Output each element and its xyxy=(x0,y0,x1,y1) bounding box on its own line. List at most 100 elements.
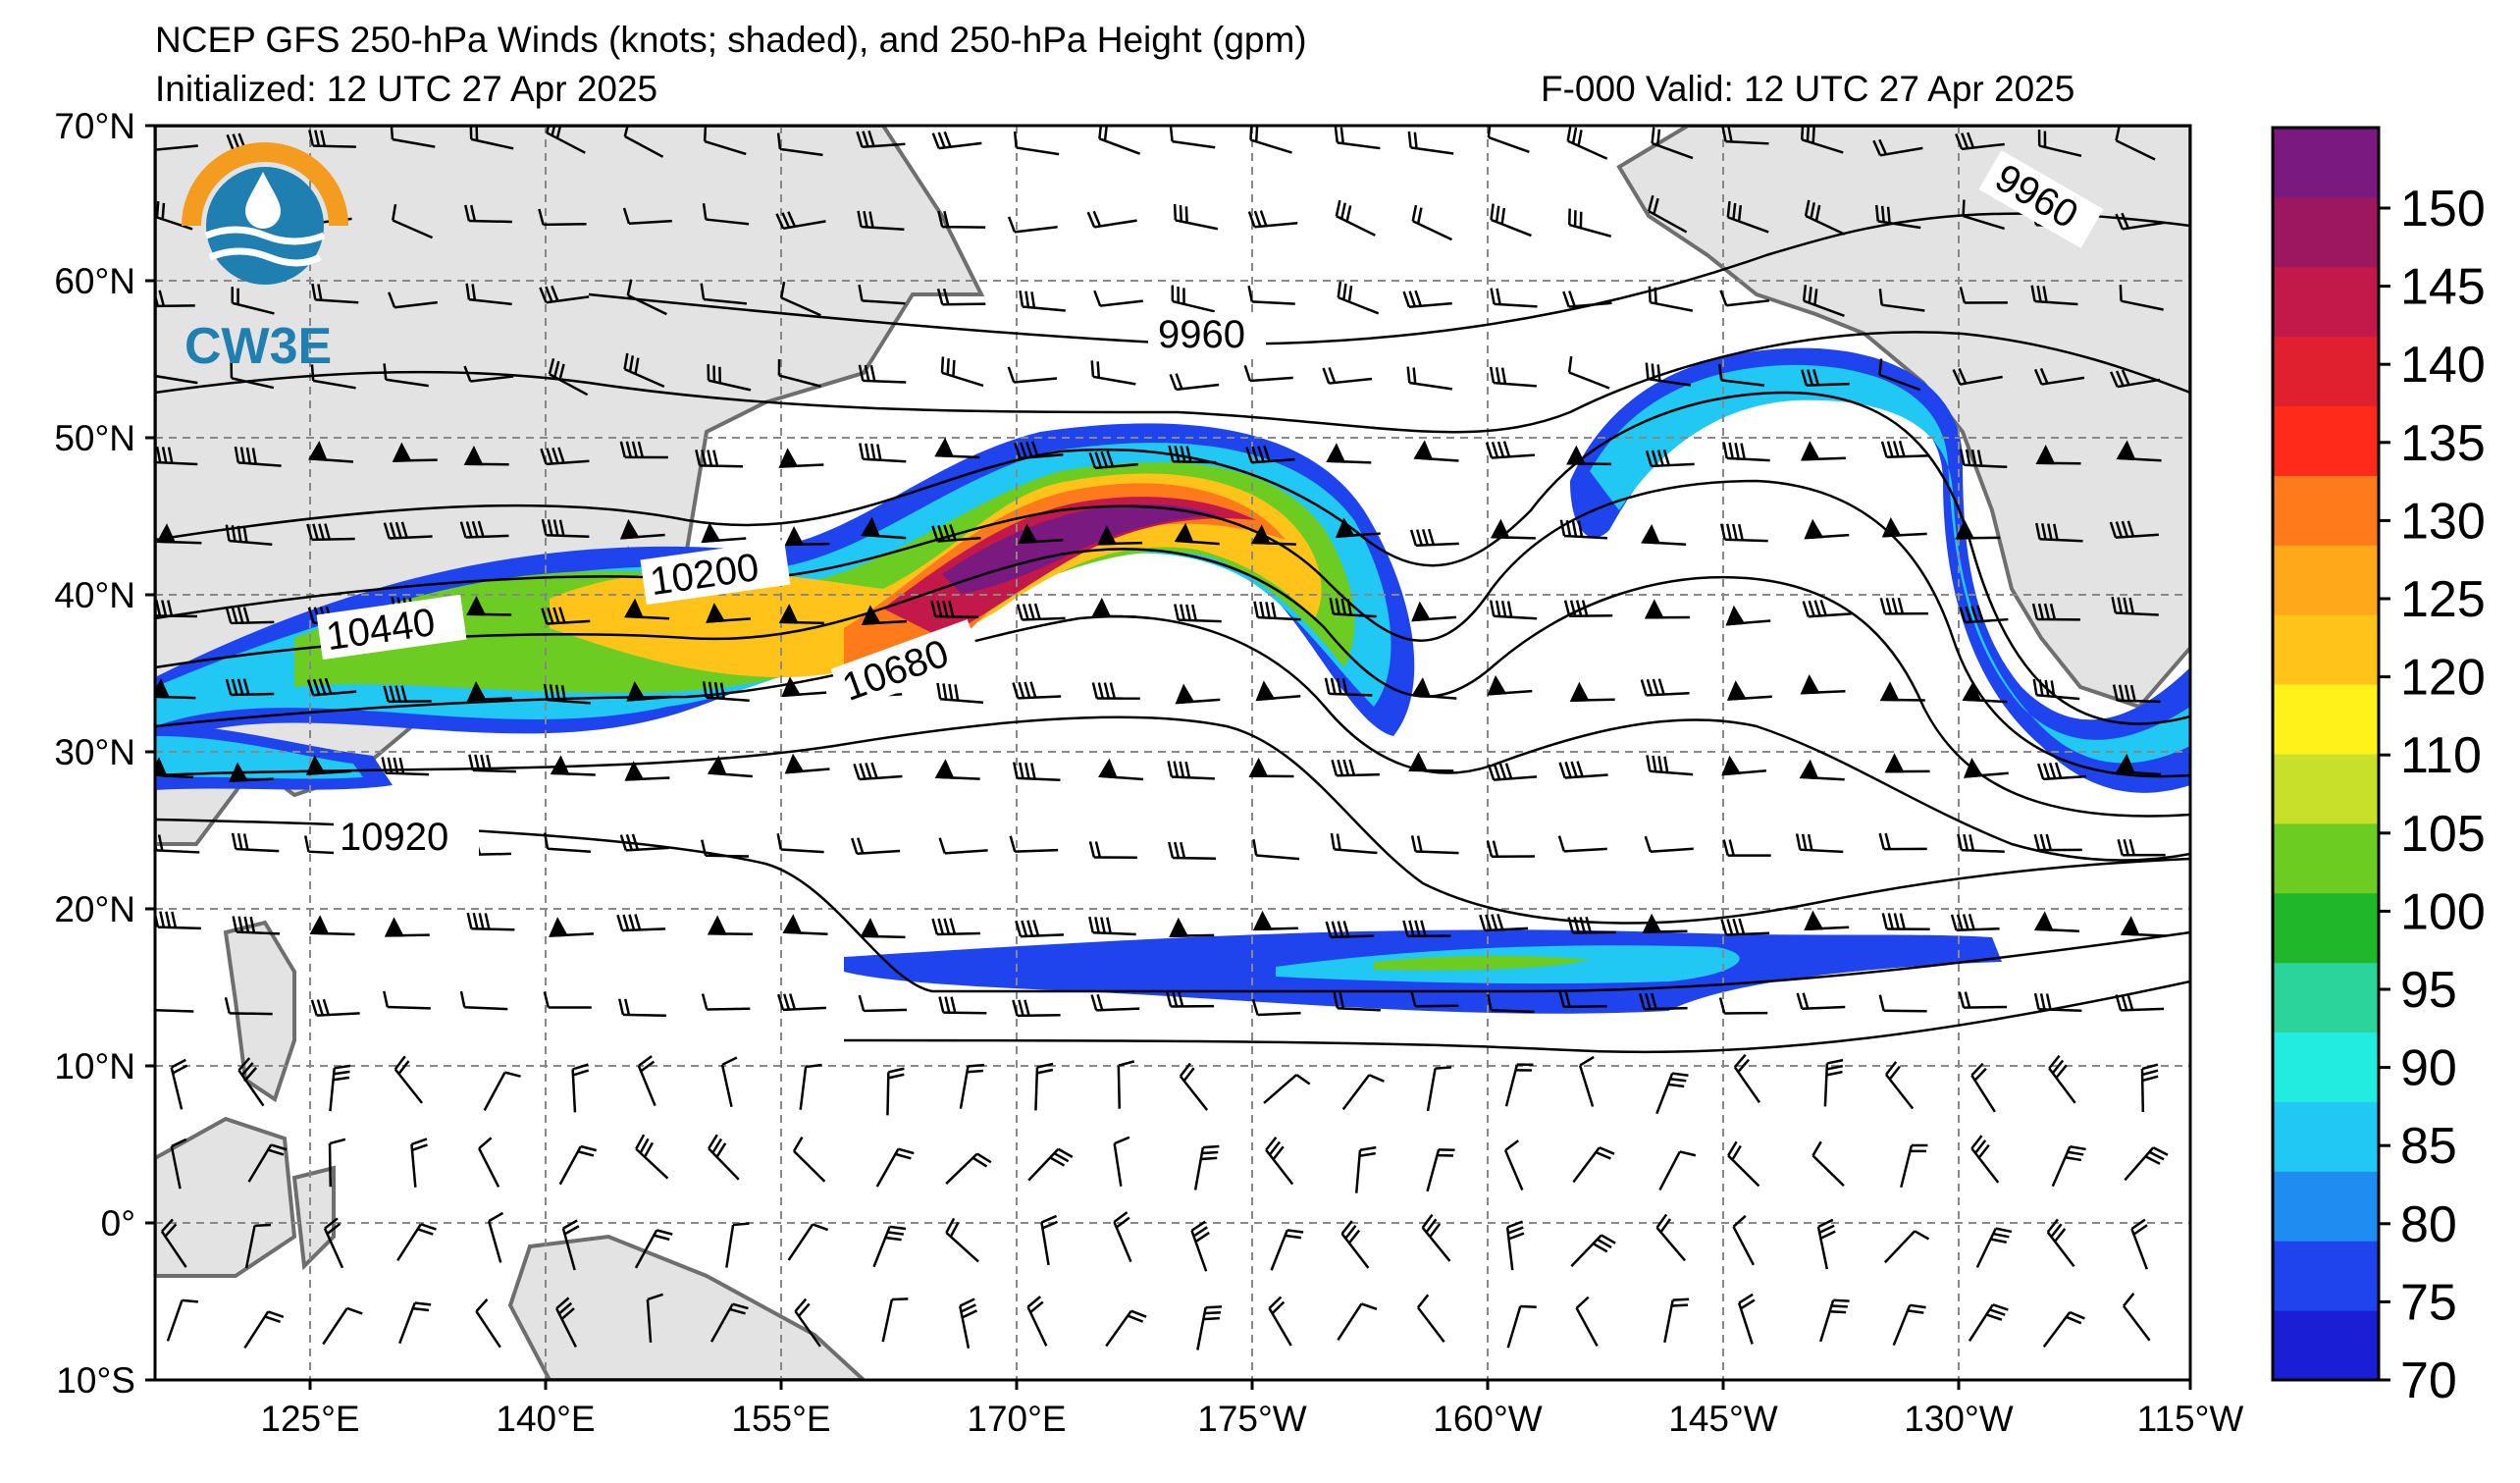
contour-10680 xyxy=(155,614,2190,862)
wind-barb xyxy=(1804,910,1850,931)
wind-barb xyxy=(155,200,193,231)
wind-barb xyxy=(1795,833,1844,854)
colorbar-tick-label: 120 xyxy=(2400,650,2486,707)
wind-barb xyxy=(776,132,823,157)
wind-barb xyxy=(1892,1303,1926,1347)
contour-label: 9960 xyxy=(1158,313,1245,356)
wind-barb xyxy=(2037,130,2082,158)
wind-barb xyxy=(622,207,672,225)
contour-10920 xyxy=(155,818,2190,993)
wind-barb xyxy=(1167,761,1215,780)
wind-barb xyxy=(1402,290,1452,308)
sulawesi xyxy=(291,1165,336,1271)
contour-labels: 9960 9960 10200 10440 10680 10920 xyxy=(316,150,2104,860)
wind-barb xyxy=(310,364,356,390)
wind-barb xyxy=(646,1293,663,1343)
wind-barb xyxy=(1959,287,2008,304)
wind-barb xyxy=(1641,523,1687,546)
wind-barb xyxy=(1098,758,1144,781)
wind-barb xyxy=(1503,1139,1524,1192)
wind-barb xyxy=(781,676,827,698)
wind-barb xyxy=(1722,839,1771,857)
wind-barb xyxy=(1719,290,1770,307)
lat-label: 30°N xyxy=(54,732,135,772)
wind-barb xyxy=(1569,681,1615,702)
wind-barb xyxy=(1179,1062,1209,1111)
wind-barb xyxy=(1878,289,1925,312)
wind-barb xyxy=(1646,755,1694,776)
colorbar-segment xyxy=(2273,1241,2379,1311)
wind-barb xyxy=(1113,1211,1132,1263)
colorbar-tick-label: 80 xyxy=(2400,1196,2457,1253)
wind-barb xyxy=(1325,921,1375,939)
wind-barb xyxy=(1572,1146,1615,1184)
wind-barb xyxy=(703,126,747,156)
height-contours xyxy=(155,212,2190,1054)
wind-barb xyxy=(1263,1074,1311,1104)
wind-barb xyxy=(1578,1055,1595,1107)
wind-barb xyxy=(1563,600,1613,617)
wind-barb xyxy=(2130,1218,2149,1270)
wind-barb xyxy=(1247,210,1298,229)
wind-barb xyxy=(1642,913,1688,933)
wind-barb xyxy=(637,1055,656,1107)
wind-barb xyxy=(1568,208,1612,238)
wind-barb xyxy=(323,1217,344,1269)
wind-barb xyxy=(310,998,360,1017)
wind-barb xyxy=(1331,759,1380,777)
wind-barb xyxy=(328,1138,346,1188)
wind-barb xyxy=(1354,1145,1377,1193)
wind-barb xyxy=(707,755,753,778)
wind-barb xyxy=(1019,290,1066,312)
wind-barb xyxy=(775,211,826,231)
colorbar-segment xyxy=(2273,684,2379,755)
wind-barb xyxy=(1337,281,1380,315)
wind-barb xyxy=(1409,989,1459,1008)
wind-barb xyxy=(1567,355,1610,390)
wind-barb xyxy=(1426,1148,1455,1192)
wind-barb xyxy=(155,757,194,779)
contour-9960 xyxy=(588,212,2190,345)
colorbar-segment xyxy=(2273,892,2379,964)
wind-barb xyxy=(1169,126,1216,149)
wind-barb xyxy=(383,990,431,1010)
wind-barb xyxy=(2140,1063,2159,1113)
wind-barb xyxy=(623,352,665,388)
wind-barb xyxy=(709,1302,749,1343)
colorbar-tick-label: 140 xyxy=(2400,337,2486,394)
wind-barb xyxy=(1091,682,1140,700)
wind-barb xyxy=(707,364,752,392)
wind-barb xyxy=(1962,199,2005,231)
wind-barb xyxy=(1169,917,1215,938)
wind-barb xyxy=(1040,1214,1059,1266)
lon-label: 140°E xyxy=(496,1399,595,1439)
colorbar-tick-label: 70 xyxy=(2400,1352,2457,1409)
wind-barb xyxy=(1732,1214,1756,1266)
wind-barb xyxy=(1801,369,1850,387)
wind-barb xyxy=(2035,445,2081,465)
wind-barb xyxy=(464,204,512,224)
wind-barb xyxy=(1811,1140,1845,1188)
wind-barb xyxy=(777,359,821,388)
wind-barb xyxy=(225,678,275,697)
longitude-labels: 125°E 140°E 155°E 170°E 175°W 160°W 145°… xyxy=(260,1399,2243,1439)
wind-barb xyxy=(1413,440,1459,462)
wind-barb xyxy=(155,600,198,618)
wind-barb xyxy=(1334,126,1381,150)
wind-barb xyxy=(857,210,905,231)
colorbar-segment xyxy=(2273,545,2379,615)
wind-barb xyxy=(1196,1305,1223,1351)
colorbar-tick-label: 105 xyxy=(2400,806,2486,863)
wind-barb xyxy=(2032,678,2080,701)
wind-barb xyxy=(858,284,906,305)
wind-barb xyxy=(1963,758,2009,778)
wind-barb xyxy=(1558,761,1608,779)
wind-barb xyxy=(230,361,275,390)
colorbar-segment xyxy=(2273,128,2379,198)
wind-barb xyxy=(2033,367,2085,386)
wind-barb xyxy=(543,683,591,705)
colorbar-labels: 150 145 140 135 130 125 120 110 105 100 95 90 85 80 75… xyxy=(2379,181,2486,1409)
wind-barb xyxy=(1726,680,1772,701)
wind-barb xyxy=(1490,203,1532,238)
lat-lon-grid xyxy=(155,126,2190,1380)
